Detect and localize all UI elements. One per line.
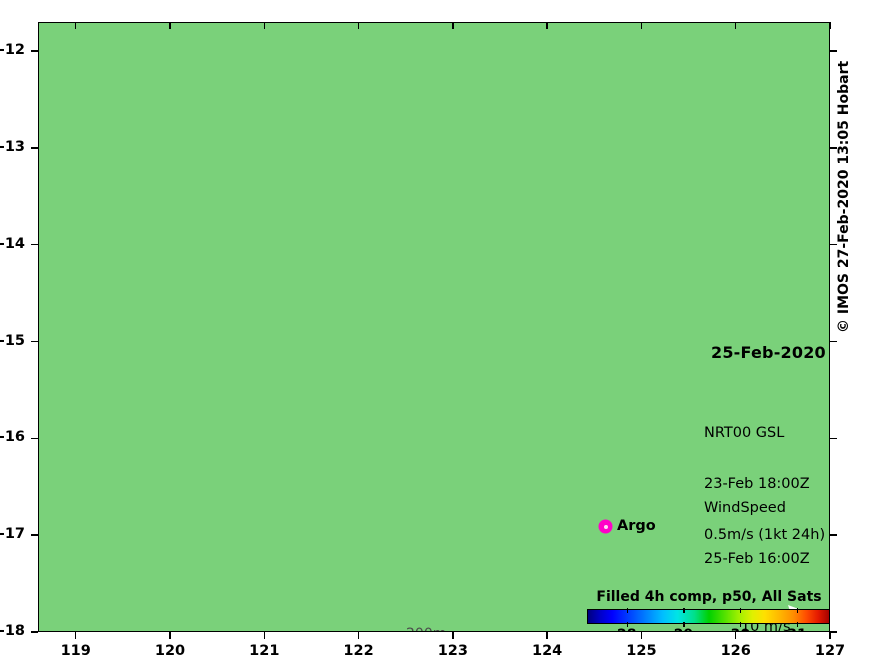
argo-float-marker[interactable]: [600, 521, 611, 532]
x-axis-tick: [74, 632, 77, 639]
y-axis-tick: [830, 631, 837, 633]
x-axis-tick: [640, 22, 643, 29]
colorbar-tick: [683, 622, 685, 627]
x-axis-tick: [734, 632, 737, 639]
x-axis-tick: [829, 632, 831, 639]
y-axis-tick-label: -17: [0, 526, 25, 543]
y-axis-tick: [31, 147, 38, 149]
x-axis-tick: [263, 22, 266, 29]
x-axis-tick: [546, 632, 548, 639]
x-axis-tick-label: 125: [626, 643, 657, 659]
wind-legend: WindSpeed 25-Feb 16:00Z 10 m/s: [704, 466, 810, 631]
x-axis-tick: [169, 632, 171, 639]
x-axis-tick-label: 120: [154, 643, 186, 659]
y-axis-tick: [830, 147, 837, 149]
colorbar-tick: [626, 622, 628, 627]
colorbar-tick-label: 30: [720, 627, 760, 631]
current-legend: NRT00 GSL 23-Feb 18:00Z 0.5m/s (1kt 24h): [704, 391, 825, 628]
colorbar: Filled 4h comp, p50, All Sats 28 29 30 31: [587, 589, 829, 631]
colorbar-title: Filled 4h comp, p50, All Sats: [596, 589, 822, 605]
colorbar-tick: [626, 608, 628, 613]
y-axis-tick: [830, 50, 837, 52]
y-axis-tick: [31, 437, 38, 440]
y-axis-tick: [31, 243, 38, 246]
colorbar-tick: [796, 608, 799, 613]
colorbar-tick-label: 29: [663, 627, 703, 631]
current-legend-time: 23-Feb 18:00Z: [704, 476, 810, 492]
x-axis-tick: [640, 632, 643, 639]
current-and-wind-vector-layer: [39, 23, 829, 631]
depth-200m-label: 200m: [406, 626, 455, 631]
y-axis-tick-label: -14: [0, 235, 25, 252]
current-legend-scale: 0.5m/s (1kt 24h): [704, 527, 826, 543]
y-axis-tick: [830, 534, 837, 536]
y-axis-tick: [830, 340, 837, 343]
x-axis-tick: [263, 632, 266, 639]
depth-contour-legend: 200m 1000m: [406, 592, 455, 631]
x-axis-tick: [546, 22, 548, 29]
x-axis-tick-label: 122: [343, 643, 374, 659]
x-axis-tick-label: 124: [532, 643, 563, 659]
y-axis-tick: [31, 340, 38, 343]
colorbar-tick-label: 28: [607, 627, 647, 631]
x-axis-tick: [357, 22, 360, 29]
x-axis-tick-label: 121: [249, 643, 280, 659]
y-axis-tick: [830, 243, 837, 246]
x-axis-tick: [74, 22, 77, 29]
map-plot-area[interactable]: 25-Feb-2020 16Z NRT00 GSL 23-Feb 18:00Z …: [38, 22, 830, 632]
x-axis-tick-label: 123: [437, 643, 468, 659]
y-axis-tick-label: -15: [0, 332, 25, 349]
y-axis-tick: [31, 631, 38, 633]
current-legend-title: NRT00 GSL: [704, 425, 785, 441]
y-axis-tick-label: -18: [0, 623, 25, 639]
x-axis-tick: [734, 22, 737, 29]
x-axis-tick-label: 126: [720, 643, 751, 659]
y-axis-tick-label: -12: [0, 42, 25, 59]
colorbar-tick: [683, 608, 685, 613]
wind-legend-time: 25-Feb 16:00Z: [704, 551, 810, 567]
copyright-notice: © IMOS 27-Feb-2020 13:05 Hobart: [836, 60, 852, 333]
colorbar-tick: [740, 608, 742, 613]
colorbar-gradient: [587, 609, 829, 624]
x-axis-tick: [357, 632, 360, 639]
date-stamp: 25-Feb-2020 16Z: [711, 343, 826, 362]
colorbar-tick: [796, 622, 799, 627]
y-axis-tick: [830, 437, 837, 440]
y-axis-tick: [31, 50, 38, 52]
colorbar-tick-label: 31: [777, 627, 817, 631]
x-axis-tick: [829, 22, 831, 29]
colorbar-tick: [740, 622, 742, 627]
x-axis-tick: [452, 22, 454, 29]
x-axis-tick-label: 127: [814, 643, 846, 659]
y-axis-tick-label: -13: [0, 138, 25, 155]
x-axis-tick-label: 119: [60, 643, 91, 659]
wind-legend-title: WindSpeed: [704, 500, 786, 516]
y-axis-tick-label: -16: [0, 429, 25, 446]
y-axis-tick: [31, 534, 38, 536]
argo-marker-label: Argo: [617, 518, 656, 534]
x-axis-tick: [169, 22, 171, 29]
x-axis-tick: [452, 632, 454, 639]
